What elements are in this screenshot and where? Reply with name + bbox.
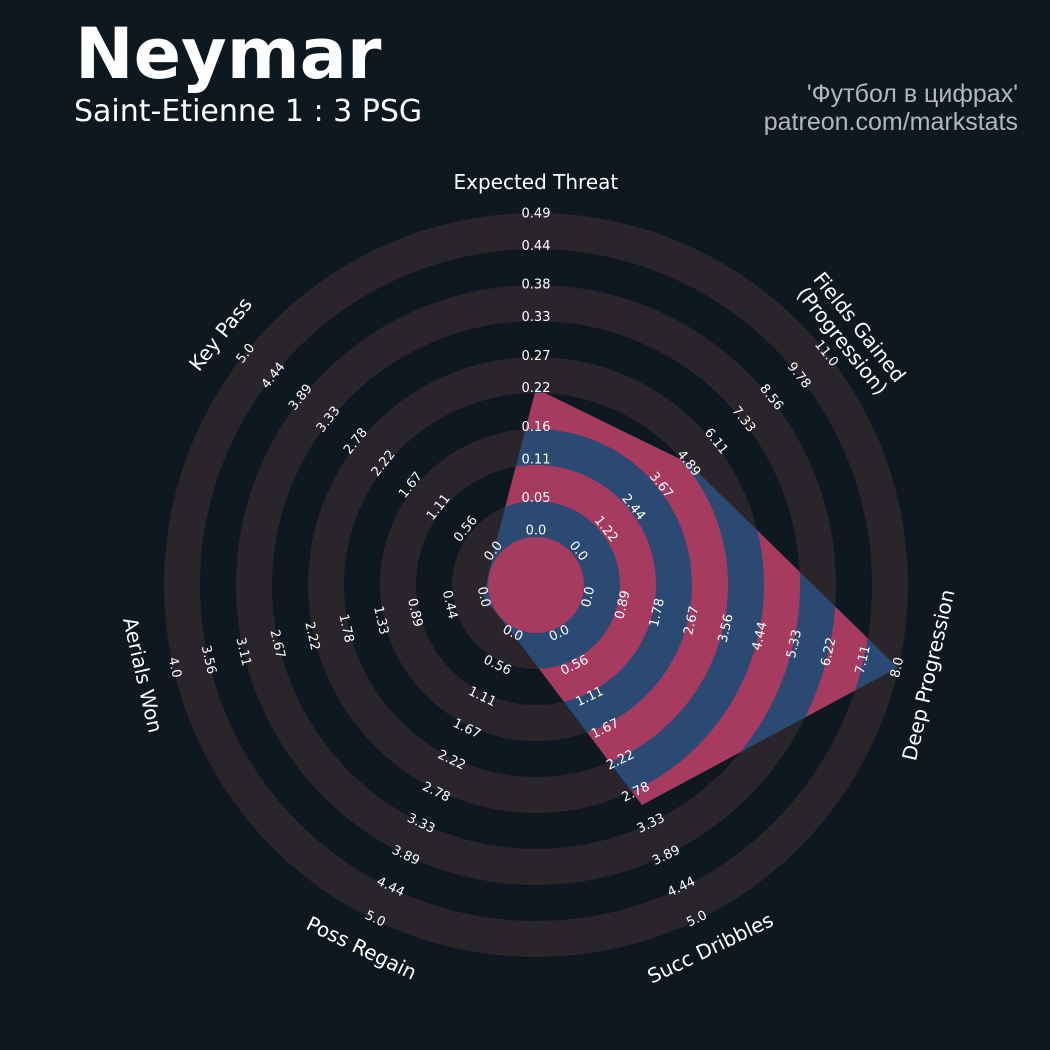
tick-label: 3.11 <box>233 636 254 668</box>
tick-label: 0.0 <box>474 585 493 609</box>
radar-bands <box>483 388 872 806</box>
tick-label: 4.0 <box>165 656 184 680</box>
tick-label: 0.33 <box>522 310 551 325</box>
tick-label: 0.38 <box>522 278 551 293</box>
tick-label: 0.0 <box>579 585 598 609</box>
tick-label: 0.16 <box>522 420 551 435</box>
tick-label: 3.56 <box>716 613 737 645</box>
radar-band <box>483 465 656 705</box>
tick-label: 8.0 <box>888 656 907 680</box>
tick-label: 3.56 <box>198 644 219 676</box>
tick-label: 0.11 <box>522 452 551 467</box>
tick-label: 1.78 <box>335 613 356 645</box>
tick-label: 2.67 <box>267 628 288 660</box>
tick-label: 6.22 <box>818 636 839 668</box>
tick-label: 0.22 <box>522 381 551 396</box>
tick-label: 0.27 <box>522 349 551 364</box>
tick-label: 1.33 <box>370 605 391 637</box>
tick-label: 5.33 <box>784 628 805 660</box>
tick-label: 0.05 <box>522 491 551 506</box>
credit-line: patreon.com/markstats <box>763 108 1018 136</box>
axis-label: Expected Threat <box>453 170 619 194</box>
tick-label: 2.22 <box>301 620 322 652</box>
credit-line: 'Футбол в цифрах' <box>806 80 1018 108</box>
tick-label: 7.11 <box>853 644 874 676</box>
tick-label: 2.67 <box>681 605 702 637</box>
subtitle: Saint-Etienne 1 : 3 PSG <box>74 94 423 129</box>
tick-label: 0.89 <box>612 589 633 621</box>
credits: 'Футбол в цифрах' patreon.com/markstats <box>764 80 1018 136</box>
title: Neymar <box>75 13 382 95</box>
tick-label: 1.78 <box>647 597 668 629</box>
tick-label: 0.89 <box>404 597 425 629</box>
tick-label: 0.0 <box>526 524 547 539</box>
tick-label: 0.44 <box>439 589 460 621</box>
tick-label: 4.44 <box>750 620 771 652</box>
tick-label: 0.49 <box>522 207 551 222</box>
center-circle <box>488 537 584 633</box>
tick-label: 0.44 <box>522 239 551 254</box>
